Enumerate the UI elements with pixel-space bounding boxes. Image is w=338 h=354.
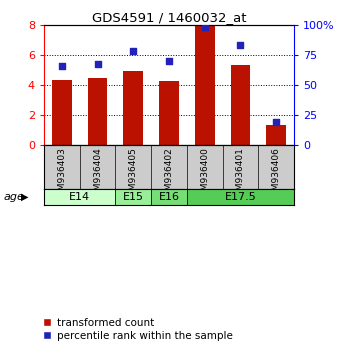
Title: GDS4591 / 1460032_at: GDS4591 / 1460032_at: [92, 11, 246, 24]
Text: E14: E14: [69, 192, 90, 202]
Point: [130, 48, 136, 54]
Point: [95, 62, 100, 67]
Bar: [44, 189, 115, 205]
Point: [238, 42, 243, 48]
Legend: transformed count, percentile rank within the sample: transformed count, percentile rank withi…: [39, 314, 237, 345]
Bar: [88, 78, 107, 145]
Bar: [195, 25, 215, 145]
Point: [273, 119, 279, 125]
Bar: [151, 189, 187, 205]
Bar: [231, 65, 250, 145]
Bar: [266, 125, 286, 145]
Text: E17.5: E17.5: [224, 192, 256, 202]
Text: GSM936401: GSM936401: [236, 147, 245, 202]
Point: [166, 58, 172, 64]
Bar: [159, 81, 179, 145]
Text: age: age: [3, 192, 24, 202]
Bar: [52, 80, 72, 145]
Text: GSM936400: GSM936400: [200, 147, 209, 202]
Text: GSM936405: GSM936405: [129, 147, 138, 202]
Bar: [115, 189, 151, 205]
Point: [59, 63, 65, 69]
Text: ▶: ▶: [21, 192, 28, 202]
Text: GSM936406: GSM936406: [272, 147, 281, 202]
Text: GSM936403: GSM936403: [57, 147, 66, 202]
Text: GSM936402: GSM936402: [165, 147, 173, 202]
Bar: [187, 189, 294, 205]
Text: E15: E15: [123, 192, 144, 202]
Text: GSM936404: GSM936404: [93, 147, 102, 202]
Text: E16: E16: [159, 192, 179, 202]
Bar: [123, 72, 143, 145]
Point: [202, 24, 208, 30]
